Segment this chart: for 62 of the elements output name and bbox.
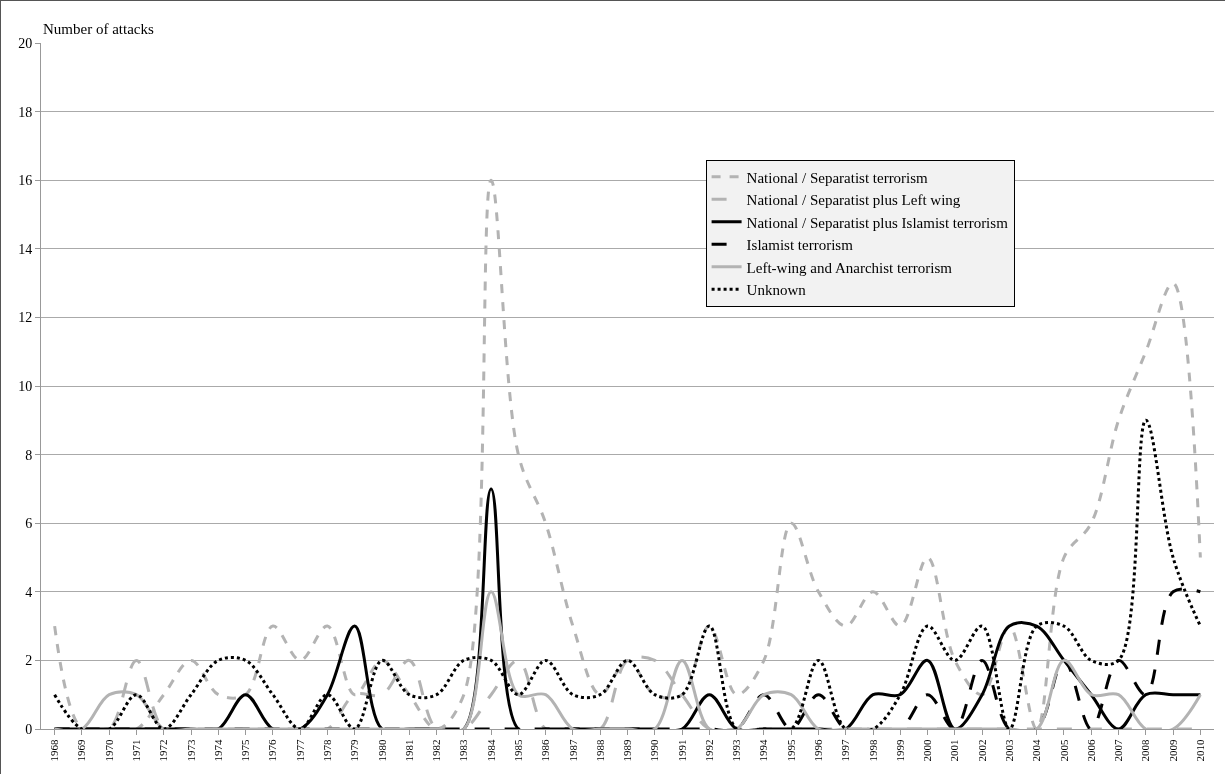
y-tick-label: 8 xyxy=(25,447,33,463)
x-tick-label: 2001 xyxy=(948,739,961,762)
x-tick-label: 1993 xyxy=(730,738,743,762)
x-tick-label: 1982 xyxy=(430,739,443,762)
y-tick-label: 4 xyxy=(25,584,33,600)
legend-label: Left-wing and Anarchist terrorism xyxy=(746,259,953,276)
legend-label: Unknown xyxy=(746,282,807,299)
x-tick-label: 1987 xyxy=(566,738,579,762)
x-tick-label: 1999 xyxy=(893,738,906,762)
legend-label: National / Separatist plus Left wing xyxy=(746,192,961,209)
x-tick-label: 2009 xyxy=(1166,738,1179,762)
y-tick-label: 0 xyxy=(25,721,33,737)
x-tick-label: 1988 xyxy=(593,738,606,762)
x-tick-label: 1981 xyxy=(402,739,415,762)
y-tick-label: 10 xyxy=(18,378,33,394)
x-tick-label: 1972 xyxy=(157,739,170,762)
x-tick-label: 1980 xyxy=(375,738,388,762)
y-tick-label: 14 xyxy=(18,241,33,257)
y-tick-label: 2 xyxy=(25,653,33,669)
x-tick-label: 1973 xyxy=(184,738,197,762)
x-tick-label: 2004 xyxy=(1030,738,1043,762)
y-tick-label: 6 xyxy=(25,516,33,532)
x-tick-label: 2003 xyxy=(1002,738,1015,762)
x-tick-label: 1983 xyxy=(457,738,470,762)
x-tick-label: 1976 xyxy=(266,738,279,762)
x-tick-label: 1979 xyxy=(348,738,361,762)
legend-label: Islamist terrorism xyxy=(746,237,854,254)
x-tick-label: 1991 xyxy=(675,739,688,762)
x-tick-label: 2002 xyxy=(975,739,988,762)
x-tick-label: 1996 xyxy=(812,738,825,762)
x-tick-label: 1968 xyxy=(48,738,61,762)
y-axis-title: Number of attacks xyxy=(43,21,154,37)
x-tick-label: 1990 xyxy=(648,738,661,762)
x-tick-label: 1994 xyxy=(757,738,770,762)
x-tick-label: 2008 xyxy=(1139,738,1152,762)
x-tick-label: 2000 xyxy=(921,738,934,762)
y-tick-label: 16 xyxy=(18,173,33,189)
legend-label: National / Separatist terrorism xyxy=(746,169,929,186)
x-tick-label: 1978 xyxy=(321,738,334,762)
y-tick-label: 12 xyxy=(18,310,33,326)
x-tick-label: 2010 xyxy=(1193,738,1206,762)
x-tick-label: 1986 xyxy=(539,738,552,762)
x-tick-label: 1970 xyxy=(102,738,115,762)
x-tick-label: 1998 xyxy=(866,738,879,762)
x-tick-label: 2006 xyxy=(1084,738,1097,762)
x-tick-label: 1969 xyxy=(75,738,88,762)
x-tick-label: 1971 xyxy=(130,739,143,762)
x-tick-label: 1989 xyxy=(621,738,634,762)
x-tick-label: 2007 xyxy=(1112,738,1125,762)
legend-label: National / Separatist plus Islamist terrorism xyxy=(746,214,1009,231)
y-tick-label: 20 xyxy=(18,35,33,51)
x-tick-label: 1977 xyxy=(293,738,306,762)
x-tick-label: 1995 xyxy=(784,738,797,762)
y-tick-label: 18 xyxy=(18,104,33,120)
x-tick-label: 1974 xyxy=(211,738,224,762)
x-tick-label: 1992 xyxy=(702,739,715,762)
x-tick-label: 1975 xyxy=(239,738,252,762)
x-tick-label: 2005 xyxy=(1057,738,1070,762)
x-tick-label: 1997 xyxy=(839,738,852,762)
x-tick-label: 1985 xyxy=(511,738,524,762)
x-tick-label: 1984 xyxy=(484,738,497,762)
line-series xyxy=(53,418,1202,729)
